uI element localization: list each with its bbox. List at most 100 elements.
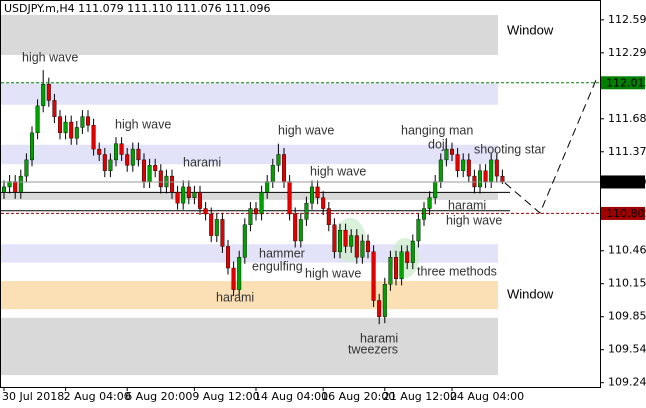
x-tick-label: 2 Aug 04:00: [64, 390, 131, 403]
y-tick-label: 109.240: [608, 376, 646, 389]
candle-body: [102, 154, 107, 171]
candle-body: [399, 251, 404, 280]
candle-body: [91, 125, 96, 150]
candle-body: [52, 100, 57, 117]
price-label-box: [601, 76, 645, 90]
candle-body: [478, 170, 483, 188]
price-label: 111.096: [606, 175, 646, 188]
zone: [1, 244, 498, 263]
y-tick-label: 111.375: [608, 145, 646, 158]
candle-body: [276, 154, 281, 166]
pattern-label: high wave: [305, 266, 361, 280]
candle-body: [253, 208, 258, 215]
zone: [1, 144, 498, 165]
candle-body: [293, 213, 298, 242]
x-tick-label: 16 Aug 20:00: [321, 390, 395, 403]
candle-body: [58, 116, 63, 134]
y-tick-label: 112.29: [608, 46, 646, 59]
pattern-label: high wave: [446, 213, 502, 227]
candle-body: [433, 181, 438, 198]
candle-body: [500, 175, 505, 183]
candle-body: [422, 208, 427, 220]
candle-body: [2, 186, 6, 193]
pattern-label: high wave: [115, 117, 171, 131]
pattern-label: doji: [428, 137, 447, 151]
candle-body: [265, 181, 270, 193]
price-label: 112.013: [606, 76, 646, 89]
candle-body: [108, 159, 113, 171]
candle-body: [197, 192, 202, 209]
pattern-label: shooting star: [474, 142, 546, 156]
candle-body: [175, 192, 180, 204]
candle-body: [388, 257, 393, 285]
candle-body: [332, 224, 337, 253]
candle-body: [13, 181, 18, 193]
candle-body: [209, 213, 214, 236]
y-tick-label: 109.850: [608, 310, 646, 323]
pattern-label: engulfing: [252, 259, 303, 273]
pattern-label: high wave: [310, 164, 366, 178]
zone: [1, 14, 498, 55]
candle-body: [63, 121, 68, 134]
pattern-label: hanging man: [401, 123, 473, 137]
candle-body: [231, 267, 236, 290]
candle-body: [41, 83, 46, 107]
candle-body: [147, 165, 152, 182]
candle-body: [203, 208, 208, 215]
candle-body: [298, 219, 303, 242]
candle-body: [237, 257, 242, 290]
candle-body: [489, 159, 494, 182]
candle-body: [119, 143, 124, 155]
candle-body: [326, 208, 331, 225]
candle-body: [410, 240, 415, 263]
candle-body: [158, 170, 163, 188]
candle-body: [310, 186, 315, 204]
zone-label: Window: [507, 22, 554, 37]
frame: [0, 0, 601, 388]
candle-body: [494, 159, 499, 177]
candle-body: [349, 235, 354, 247]
zone-label: Window: [507, 287, 554, 302]
pattern-label: tweezers: [348, 342, 398, 356]
candle-body: [360, 240, 365, 258]
projection: [504, 79, 597, 214]
x-tick-label: 30 Jul 2018: [2, 390, 64, 403]
candle-body: [169, 175, 174, 193]
candle-body: [371, 251, 376, 301]
x-tick-label: 24 Aug 04:00: [450, 390, 524, 403]
candle-body: [461, 159, 466, 171]
candle-body: [153, 165, 158, 171]
candle-body: [438, 159, 443, 182]
candle-body: [444, 148, 449, 161]
candle-body: [74, 127, 79, 139]
y-tick-label: 111.68: [608, 112, 646, 125]
candle-body: [270, 165, 275, 182]
candle-body: [405, 251, 410, 263]
pattern-label: harami: [216, 290, 254, 304]
candle-body: [125, 154, 130, 166]
candle-body: [181, 186, 186, 204]
y-tick-label: 110.460: [608, 244, 646, 257]
y-tick-label: 110.155: [608, 277, 646, 290]
candle-body: [136, 148, 141, 161]
candle-body: [450, 148, 455, 155]
candle-body: [69, 121, 74, 139]
candle-body: [225, 246, 230, 269]
x-tick-label: 21 Aug 12:00: [383, 390, 457, 403]
candle-body: [192, 192, 197, 198]
pattern-label: high wave: [278, 123, 334, 137]
candle-body: [259, 192, 264, 215]
candle-body: [24, 159, 29, 177]
candle-body: [315, 186, 320, 198]
candle-body: [85, 116, 90, 126]
candle-body: [287, 181, 292, 215]
zone: [1, 281, 498, 310]
pattern-label: hammer: [259, 246, 305, 260]
x-tick-label: 6 Aug 20:00: [125, 390, 192, 403]
pattern-label: harami: [360, 331, 398, 345]
price-label-box: [601, 175, 645, 189]
candle-body: [416, 219, 421, 242]
candle-body: [343, 229, 348, 247]
zone: [1, 317, 498, 376]
